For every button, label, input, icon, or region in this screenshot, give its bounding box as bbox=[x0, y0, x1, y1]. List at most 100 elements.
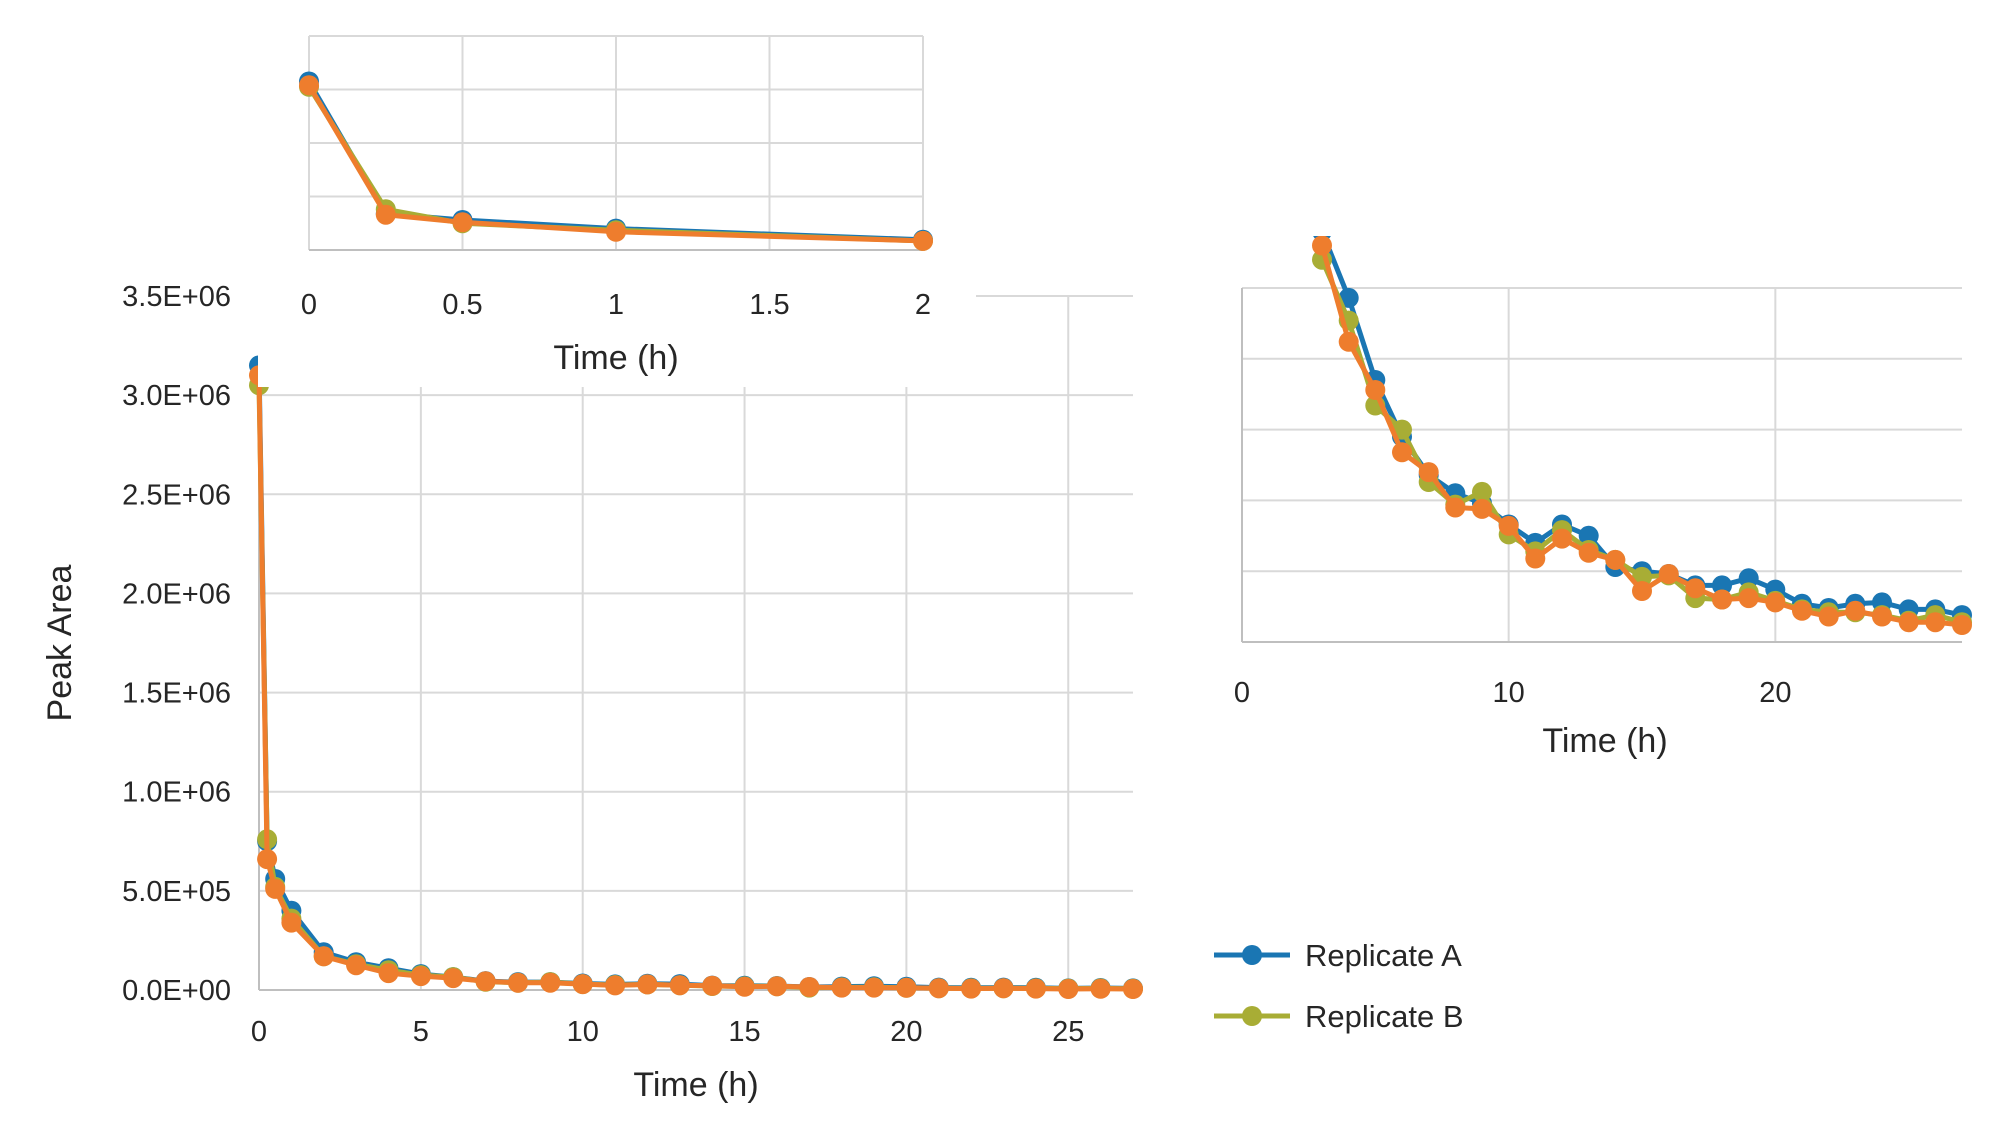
main-y-tick-label: 1.5E+06 bbox=[122, 678, 231, 710]
inset-late-data-point bbox=[1738, 568, 1759, 589]
legend-label-replicate-b: Replicate B bbox=[1305, 999, 1464, 1034]
inset-late-x-tick-label: 10 bbox=[1493, 677, 1525, 709]
inset-early-x-tick-label: 0.5 bbox=[442, 289, 482, 321]
inset-late-data-point bbox=[1445, 497, 1466, 518]
main-data-point bbox=[766, 976, 787, 997]
main-data-point bbox=[637, 974, 658, 995]
inset-late-data-point bbox=[1818, 606, 1839, 627]
inset-late-data-point bbox=[1605, 549, 1626, 570]
main-data-point bbox=[734, 976, 755, 997]
main-data-point bbox=[1025, 978, 1046, 999]
main-x-tick-label: 10 bbox=[567, 1016, 599, 1048]
inset-late-data-point bbox=[1338, 287, 1359, 308]
inset-late-data-point bbox=[1338, 331, 1359, 352]
inset-late-data-point bbox=[1792, 600, 1812, 621]
main-x-tick-label: 5 bbox=[413, 1016, 429, 1048]
inset-late-data-point bbox=[1578, 542, 1599, 563]
legend-item-replicate-b: Replicate B bbox=[1214, 999, 1464, 1034]
inset-late-data-point bbox=[1498, 515, 1519, 536]
inset-late-data-point bbox=[1845, 600, 1866, 621]
main-y-tick-label: 2.0E+06 bbox=[122, 578, 231, 610]
inset-late-chart: 0 10 20 Time (h) bbox=[1234, 236, 1972, 760]
inset-late-data-point bbox=[1472, 498, 1492, 519]
inset-early-x-tick-labels: 0 0.5 1 1.5 2 bbox=[301, 289, 931, 321]
main-data-point bbox=[702, 975, 723, 996]
inset-early-x-tick-label: 2 bbox=[915, 289, 931, 321]
legend: Replicate A Replicate B bbox=[1214, 938, 1464, 1034]
main-series-line bbox=[256, 375, 1134, 992]
inset-early-chart: 0 0.5 1 1.5 2 Time (h) bbox=[258, 22, 976, 387]
main-data-point bbox=[313, 946, 334, 967]
main-data-point bbox=[346, 955, 367, 976]
main-y-tick-label: 2.5E+06 bbox=[122, 479, 231, 511]
inset-late-x-axis-title: Time (h) bbox=[1542, 722, 1667, 760]
main-data-point bbox=[475, 971, 496, 992]
inset-late-series bbox=[1312, 236, 1972, 635]
main-data-point bbox=[508, 972, 528, 993]
inset-late-data-point bbox=[1632, 581, 1652, 601]
inset-early-x-tick-label: 1.5 bbox=[749, 289, 789, 321]
main-x-tick-label: 15 bbox=[728, 1016, 760, 1048]
inset-late-data-point bbox=[1765, 592, 1786, 613]
inset-late-data-point bbox=[1658, 564, 1679, 584]
inset-late-x-tick-label: 20 bbox=[1759, 677, 1791, 709]
main-x-tick-label: 20 bbox=[890, 1016, 922, 1048]
main-data-point bbox=[831, 977, 852, 998]
main-data-point bbox=[540, 972, 561, 993]
main-chart-y-tick-labels: 0.0E+00 5.0E+05 1.0E+06 1.5E+06 2.0E+06 2.5E+… bbox=[122, 281, 231, 1007]
inset-late-data-point bbox=[1898, 612, 1919, 633]
main-data-point bbox=[993, 978, 1014, 999]
main-chart-x-axis-title: Time (h) bbox=[633, 1066, 758, 1104]
main-series-line bbox=[256, 385, 1134, 992]
legend-swatch-marker bbox=[1242, 1006, 1262, 1026]
legend-swatch-marker bbox=[1242, 945, 1262, 965]
main-y-tick-label: 0.0E+00 bbox=[122, 975, 231, 1007]
inset-late-data-point bbox=[1578, 525, 1599, 546]
main-y-tick-label: 3.0E+06 bbox=[122, 380, 231, 412]
inset-late-data-point bbox=[1925, 612, 1946, 633]
main-chart-y-axis-title: Peak Area bbox=[41, 564, 79, 721]
inset-late-data-point bbox=[1312, 236, 1332, 256]
main-data-point bbox=[799, 977, 820, 997]
main-series-replicate-a bbox=[249, 355, 1143, 999]
main-y-tick-label: 3.5E+06 bbox=[122, 281, 231, 313]
main-data-point bbox=[961, 978, 982, 999]
inset-late-data-point bbox=[1552, 528, 1572, 549]
main-data-point bbox=[257, 849, 278, 870]
main-data-point bbox=[410, 966, 431, 987]
main-data-point bbox=[1090, 978, 1111, 999]
main-data-point bbox=[378, 963, 399, 984]
main-data-point bbox=[669, 975, 690, 996]
main-data-point bbox=[896, 977, 917, 998]
main-series-replicate-b bbox=[249, 375, 1143, 999]
main-data-point bbox=[572, 974, 593, 995]
inset-late-data-point bbox=[1712, 575, 1732, 596]
main-data-point bbox=[864, 977, 884, 998]
main-y-tick-label: 1.0E+06 bbox=[122, 777, 231, 809]
inset-early-gridlines bbox=[308, 35, 924, 250]
main-data-point bbox=[265, 878, 286, 899]
main-chart-gridlines bbox=[259, 295, 1133, 990]
inset-late-data-point bbox=[1525, 548, 1546, 569]
main-x-tick-label: 0 bbox=[251, 1016, 267, 1048]
main-chart-series bbox=[249, 355, 1143, 999]
inset-late-data-point bbox=[1712, 589, 1732, 610]
main-data-point bbox=[1123, 979, 1143, 999]
inset-early-data-point bbox=[606, 221, 626, 242]
inset-late-data-point bbox=[1738, 588, 1759, 609]
main-data-point bbox=[281, 912, 302, 933]
inset-early-series-replicate-c bbox=[299, 75, 933, 251]
inset-late-data-point bbox=[1365, 380, 1386, 400]
main-series-line bbox=[256, 365, 1134, 991]
main-x-tick-label: 25 bbox=[1052, 1016, 1084, 1048]
inset-early-x-axis-title: Time (h) bbox=[553, 339, 678, 377]
inset-late-data-point bbox=[1872, 606, 1892, 627]
inset-early-data-point bbox=[299, 75, 319, 96]
legend-label-replicate-a: Replicate A bbox=[1305, 938, 1462, 973]
inset-early-series bbox=[299, 71, 933, 251]
inset-early-data-point bbox=[452, 212, 473, 233]
inset-late-data-point bbox=[1952, 615, 1972, 635]
main-data-point bbox=[1058, 979, 1079, 999]
main-series-replicate-c bbox=[249, 365, 1143, 999]
